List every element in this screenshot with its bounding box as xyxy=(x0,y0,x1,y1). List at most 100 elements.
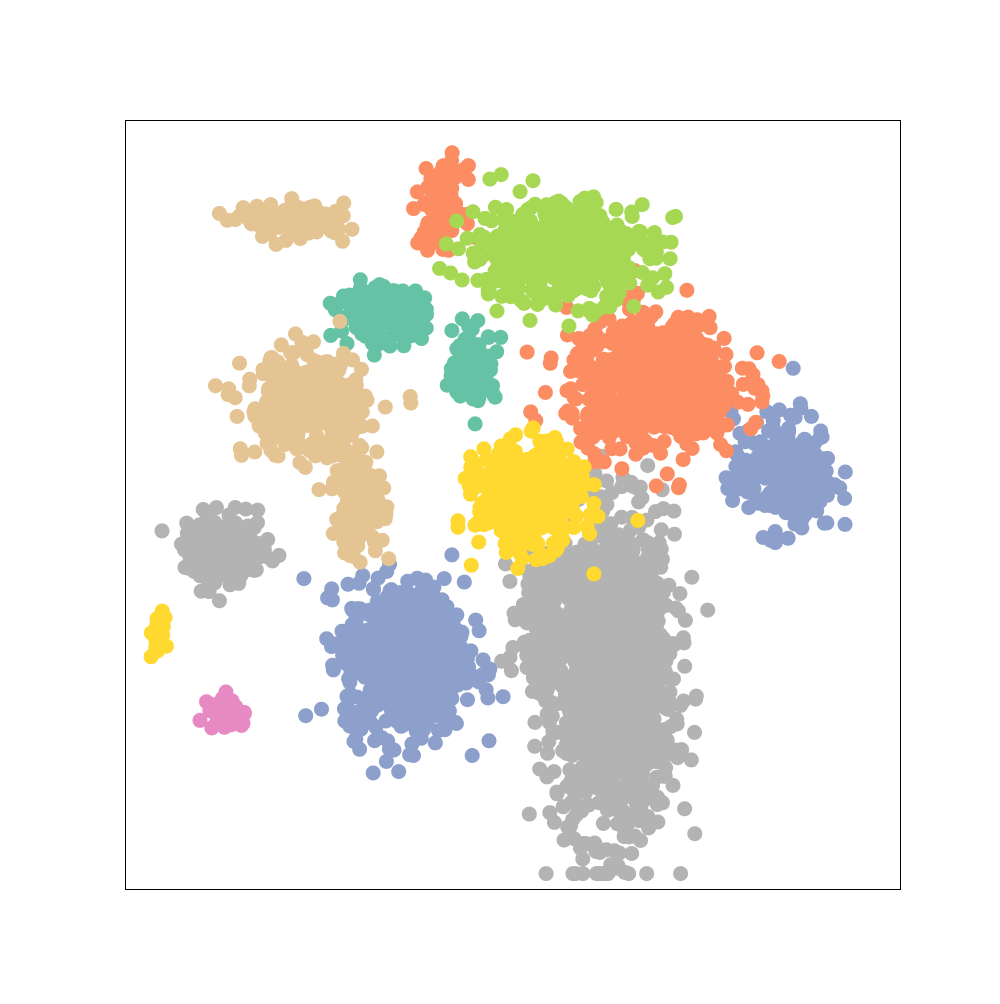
scatter-point-gray xyxy=(610,816,625,832)
scatter-point-gray xyxy=(524,684,540,699)
scatter-point-orange xyxy=(628,364,644,380)
scatter-point-blue xyxy=(379,563,395,579)
scatter-point-green xyxy=(570,303,586,319)
scatter-point-orange xyxy=(563,363,579,379)
scatter-point-gray xyxy=(611,845,627,861)
scatter-point-gray xyxy=(527,714,543,730)
scatter-point-teal xyxy=(337,293,353,309)
scatter-point-blue xyxy=(381,610,397,626)
scatter-point-gray xyxy=(542,805,558,821)
scatter-point-teal xyxy=(369,327,385,343)
scatter-point-orange xyxy=(659,466,675,482)
scatter-point-tan xyxy=(299,404,315,420)
scatter-point-green xyxy=(548,219,564,234)
scatter-point-tan xyxy=(354,404,370,420)
scatter-point-orange xyxy=(559,383,575,399)
scatter-point-teal xyxy=(349,311,365,327)
scatter-point-blue xyxy=(837,464,853,480)
scatter-point-blue xyxy=(760,451,776,467)
scatter-point-gray xyxy=(633,587,649,603)
scatter-point-gray xyxy=(670,750,685,766)
scatter-point-blue xyxy=(785,360,801,376)
scatter-point-blue xyxy=(423,692,439,708)
scatter-point-blue xyxy=(733,481,749,497)
scatter-point-tan xyxy=(335,233,351,249)
scatter-point-tan xyxy=(227,390,243,406)
scatter-point-tan xyxy=(336,195,352,211)
scatter-point-gray xyxy=(546,764,562,780)
scatter-point-green xyxy=(438,236,454,252)
scatter-point-tan xyxy=(268,236,284,252)
scatter-point-yellow xyxy=(508,493,524,509)
scatter-point-gray xyxy=(650,613,666,629)
scatter-point-green xyxy=(503,289,519,305)
scatter-point-tan xyxy=(249,198,265,214)
scatter-point-gray xyxy=(577,742,593,758)
scatter-point-gray xyxy=(602,564,618,580)
scatter-point-orange xyxy=(588,400,604,416)
scatter-point-orange xyxy=(584,427,600,442)
scatter-point-orange xyxy=(604,441,620,457)
scatter-point-gray xyxy=(687,826,703,842)
scatter-point-yellow xyxy=(541,548,557,564)
scatter-point-orange xyxy=(743,421,759,437)
scatter-point-orange xyxy=(577,363,593,379)
scatter-point-gray xyxy=(638,713,653,729)
scatter-point-gray xyxy=(502,649,518,665)
scatter-point-blue xyxy=(430,677,446,693)
scatter-point-gray xyxy=(537,606,553,622)
scatter-point-yellow xyxy=(586,477,602,493)
scatter-point-gray xyxy=(631,494,647,510)
scatter-point-tan xyxy=(270,219,286,235)
scatter-point-blue xyxy=(369,594,385,610)
scatter-point-blue xyxy=(464,748,480,763)
scatter-point-yellow xyxy=(522,527,538,543)
scatter-point-blue xyxy=(746,481,762,497)
scatter-point-orange xyxy=(675,452,691,468)
scatter-point-blue xyxy=(768,527,784,543)
scatter-point-gray xyxy=(609,739,625,755)
scatter-point-gray xyxy=(639,866,655,882)
scatter-point-tan xyxy=(268,373,284,389)
scatter-point-green xyxy=(514,215,530,231)
scatter-point-gray xyxy=(506,605,522,621)
scatter-point-gray xyxy=(554,617,570,633)
scatter-point-tan xyxy=(308,432,324,447)
scatter-point-orange xyxy=(537,385,553,400)
scatter-point-gray xyxy=(677,801,693,817)
scatter-point-blue xyxy=(741,500,757,516)
scatter-point-gray xyxy=(642,690,658,706)
scatter-point-green xyxy=(646,225,662,241)
scatter-point-orange xyxy=(653,445,668,461)
scatter-point-blue xyxy=(456,574,472,590)
scatter-point-gray xyxy=(586,632,602,648)
scatter-point-gray xyxy=(540,745,555,761)
scatter-point-blue xyxy=(442,662,458,677)
scatter-point-tan xyxy=(323,223,339,239)
scatter-point-orange xyxy=(655,397,671,412)
scatter-point-blue xyxy=(480,667,496,683)
scatter-point-gray xyxy=(613,577,629,593)
scatter-point-gray xyxy=(568,866,584,882)
scatter-point-gray xyxy=(655,751,671,767)
scatter-point-green xyxy=(588,303,604,319)
scatter-point-blue xyxy=(780,530,796,546)
scatter-point-blue xyxy=(438,705,454,721)
scatter-point-green xyxy=(471,250,487,265)
scatter-point-tan xyxy=(403,395,419,411)
scatter-point-blue xyxy=(340,576,356,592)
scatter-point-orange xyxy=(648,304,664,320)
scatter-point-blue xyxy=(424,622,440,638)
scatter-point-green xyxy=(623,234,639,250)
scatter-point-blue xyxy=(471,623,487,639)
scatter-point-orange xyxy=(689,331,705,347)
scatter-point-gray xyxy=(598,541,614,557)
scatter-point-green xyxy=(522,312,538,328)
scatter-point-green xyxy=(484,213,500,229)
scatter-point-orange xyxy=(430,167,445,183)
scatter-point-blue xyxy=(345,659,361,675)
scatter-point-orange xyxy=(719,417,735,433)
scatter-point-blue xyxy=(409,690,425,706)
scatter-point-yellow xyxy=(471,534,487,550)
scatter-point-tan xyxy=(284,191,300,207)
